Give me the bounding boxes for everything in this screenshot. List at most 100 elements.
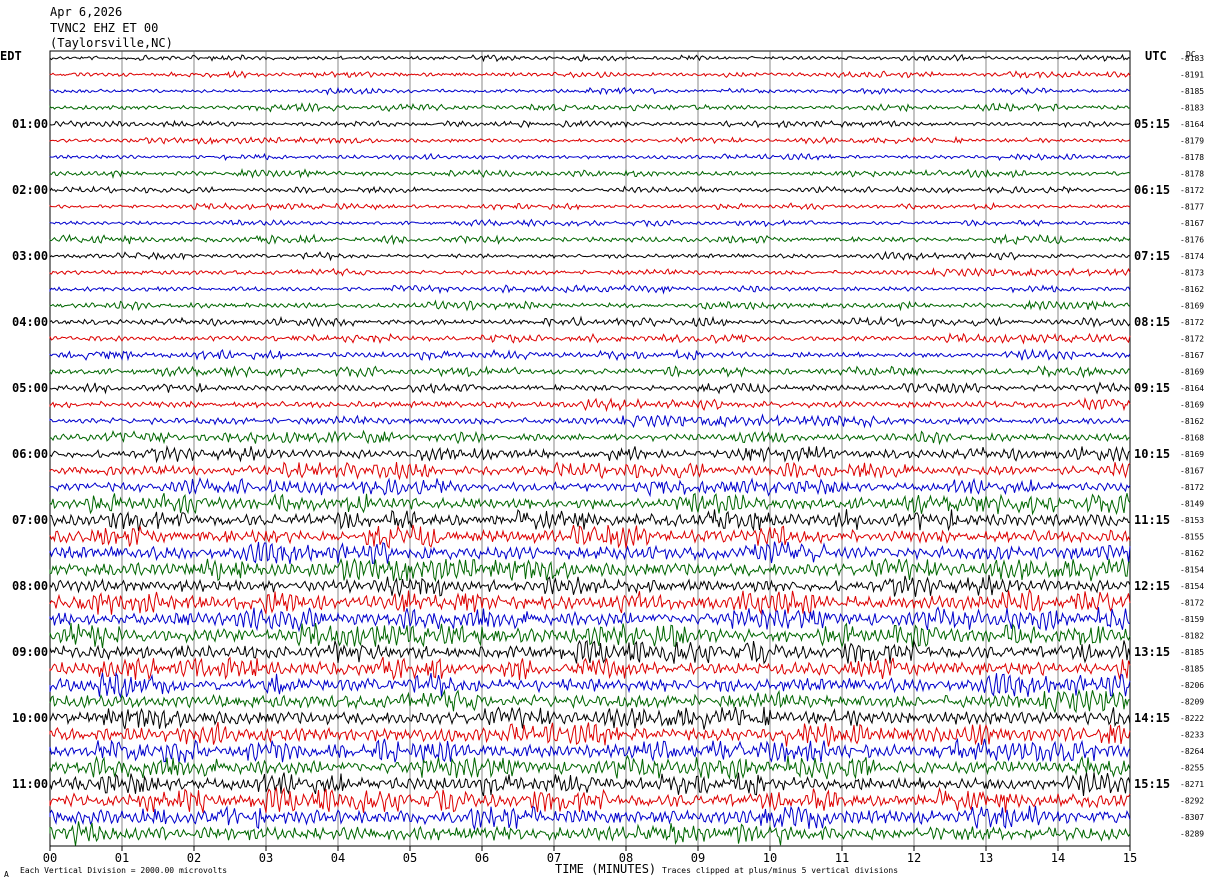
trace-20 [49, 365, 1131, 379]
dc-offset-label: -8172 [1180, 186, 1204, 195]
trace-9 [49, 185, 1131, 195]
trace-40 [49, 688, 1131, 714]
x-tick-label: 15 [1123, 851, 1137, 865]
dc-offset-label: -8168 [1180, 434, 1204, 443]
trace-5 [49, 119, 1131, 129]
left-hour-label: 03:00 [12, 249, 48, 263]
x-tick-label: 06 [475, 851, 489, 865]
dc-offset-label: -8292 [1180, 797, 1204, 806]
left-hour-label: 11:00 [12, 777, 48, 791]
trace-12 [49, 233, 1131, 246]
x-tick-label: 11 [835, 851, 849, 865]
trace-19 [49, 348, 1131, 362]
trace-29 [49, 509, 1131, 532]
left-hour-label: 04:00 [12, 315, 48, 329]
left-hour-label: 08:00 [12, 579, 48, 593]
right-hour-label: 13:15 [1134, 645, 1170, 659]
trace-21 [49, 381, 1131, 395]
dc-offset-label: -8149 [1180, 500, 1204, 509]
trace-46 [49, 786, 1131, 813]
trace-38 [49, 656, 1131, 681]
corner-mark: A [4, 870, 9, 879]
dc-offset-label: -8255 [1180, 764, 1204, 773]
x-tick-label: 05 [403, 851, 417, 865]
trace-28 [49, 492, 1131, 516]
dc-offset-label: -8169 [1180, 401, 1204, 410]
right-hour-label: 14:15 [1134, 711, 1170, 725]
dc-offset-label: -8185 [1180, 648, 1204, 657]
trace-27 [49, 476, 1131, 498]
dc-offset-label: -8178 [1180, 153, 1204, 162]
trace-35 [49, 606, 1131, 633]
clip-note: Traces clipped at plus/minus 5 vertical … [662, 866, 899, 875]
dc-offset-label: -8222 [1180, 714, 1204, 723]
trace-24 [49, 429, 1130, 446]
right-timezone-label: UTC [1145, 49, 1167, 63]
trace-15 [49, 284, 1131, 295]
right-hour-label: 05:15 [1134, 117, 1170, 131]
x-tick-label: 01 [115, 851, 129, 865]
left-hour-label: 05:00 [12, 381, 48, 395]
right-hour-label: 08:15 [1134, 315, 1170, 329]
trace-3 [49, 86, 1131, 96]
x-tick-label: 12 [907, 851, 921, 865]
dc-offset-label: -8264 [1180, 747, 1204, 756]
right-hour-label: 09:15 [1134, 381, 1170, 395]
seismic-traces [49, 53, 1131, 846]
trace-42 [49, 721, 1131, 747]
plot-date: Apr 6,2026 [50, 5, 123, 19]
left-hour-label: 01:00 [12, 117, 48, 131]
left-hour-label: 09:00 [12, 645, 48, 659]
trace-1 [49, 53, 1131, 63]
trace-23 [49, 413, 1131, 429]
trace-7 [49, 152, 1131, 162]
dc-offset-label: -8169 [1180, 450, 1204, 459]
trace-2 [49, 69, 1131, 79]
trace-11 [49, 218, 1131, 228]
trace-30 [49, 524, 1131, 550]
left-hour-label: 10:00 [12, 711, 48, 725]
left-hour-labels: 01:00 02:00 03:00 04:00 05:00 06:00 07:00 08:00… [12, 117, 48, 791]
dc-offset-label: -8173 [1180, 269, 1204, 278]
trace-26 [49, 461, 1131, 481]
left-hour-label: 06:00 [12, 447, 48, 461]
dc-offset-label: -8162 [1180, 549, 1204, 558]
dc-offset-label: -8172 [1180, 483, 1204, 492]
station-id: TVNC2 EHZ ET 00 [50, 21, 159, 35]
dc-offset-label: -8154 [1180, 566, 1204, 575]
dc-offset-label: -8206 [1180, 681, 1204, 690]
x-tick-label: 04 [331, 851, 345, 865]
trace-22 [49, 397, 1131, 413]
dc-offset-label: -8167 [1180, 351, 1204, 360]
dc-offset-label: -8185 [1180, 665, 1204, 674]
dc-offset-label: -8179 [1180, 137, 1204, 146]
trace-32 [49, 557, 1131, 583]
dc-offset-label: -8154 [1180, 582, 1204, 591]
dc-offset-label: -8162 [1180, 417, 1204, 426]
dc-offset-label: -8169 [1180, 302, 1204, 311]
trace-8 [49, 168, 1131, 179]
trace-36 [49, 622, 1131, 649]
trace-25 [49, 444, 1131, 464]
dc-offset-label: -8191 [1180, 71, 1204, 80]
right-hour-label: 12:15 [1134, 579, 1170, 593]
trace-17 [49, 315, 1131, 329]
x-tick-label: 10 [763, 851, 777, 865]
dc-offset-label: -8209 [1180, 698, 1204, 707]
dc-offset-label: -8172 [1180, 318, 1204, 327]
right-hour-labels: 05:15 06:15 07:15 08:15 09:15 10:15 11:15 12:15… [1134, 117, 1170, 791]
dc-offset-label: -8185 [1180, 87, 1204, 96]
dc-offset-labels: -8183 -8191 -8185 -8183 -8164 -8179 -8178 -8178… [1180, 54, 1204, 839]
trace-45 [49, 772, 1131, 797]
trace-47 [49, 805, 1131, 831]
dc-offset-label: -8164 [1180, 120, 1204, 129]
dc-offset-label: -8153 [1180, 516, 1204, 525]
dc-offset-label: -8162 [1180, 285, 1204, 294]
dc-offset-label: -8183 [1180, 54, 1204, 63]
dc-offset-label: -8233 [1180, 731, 1204, 740]
dc-offset-label: -8172 [1180, 335, 1204, 344]
trace-31 [49, 540, 1131, 565]
trace-41 [49, 706, 1131, 730]
x-tick-label: 08 [619, 851, 633, 865]
x-tick-label: 14 [1051, 851, 1065, 865]
